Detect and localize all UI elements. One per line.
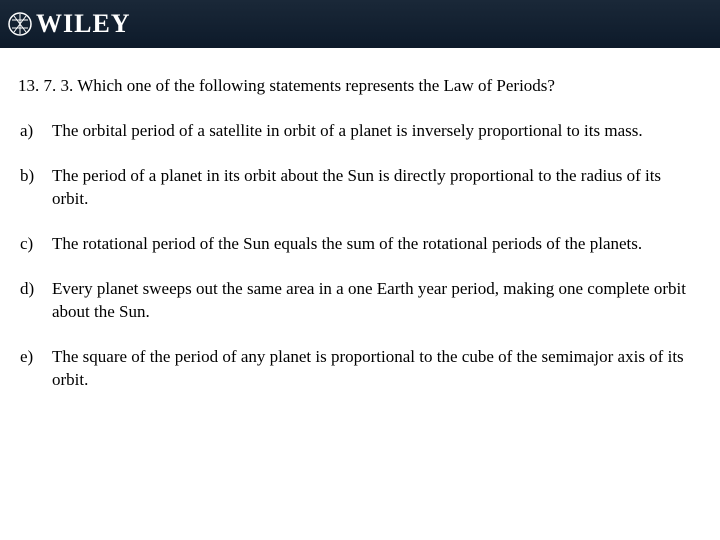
- option-c: c) The rotational period of the Sun equa…: [18, 233, 702, 256]
- option-b: b) The period of a planet in its orbit a…: [18, 165, 702, 211]
- option-e: e) The square of the period of any plane…: [18, 346, 702, 392]
- brand-text: WILEY: [36, 9, 131, 39]
- header-bar: WILEY: [0, 0, 720, 48]
- option-letter: b): [18, 165, 52, 211]
- option-letter: a): [18, 120, 52, 143]
- option-text: Every planet sweeps out the same area in…: [52, 278, 702, 324]
- option-text: The square of the period of any planet i…: [52, 346, 702, 392]
- slide-content: 13. 7. 3. Which one of the following sta…: [0, 48, 720, 392]
- question-body: Which one of the following statements re…: [77, 76, 555, 95]
- brand-logo: WILEY: [8, 9, 131, 39]
- option-text: The period of a planet in its orbit abou…: [52, 165, 702, 211]
- question-text: 13. 7. 3. Which one of the following sta…: [18, 76, 702, 96]
- wiley-icon: [8, 12, 32, 36]
- option-d: d) Every planet sweeps out the same area…: [18, 278, 702, 324]
- question-number: 13. 7. 3.: [18, 76, 73, 95]
- options-list: a) The orbital period of a satellite in …: [18, 120, 702, 392]
- option-text: The rotational period of the Sun equals …: [52, 233, 702, 256]
- option-letter: c): [18, 233, 52, 256]
- option-letter: e): [18, 346, 52, 392]
- option-a: a) The orbital period of a satellite in …: [18, 120, 702, 143]
- option-letter: d): [18, 278, 52, 324]
- option-text: The orbital period of a satellite in orb…: [52, 120, 702, 143]
